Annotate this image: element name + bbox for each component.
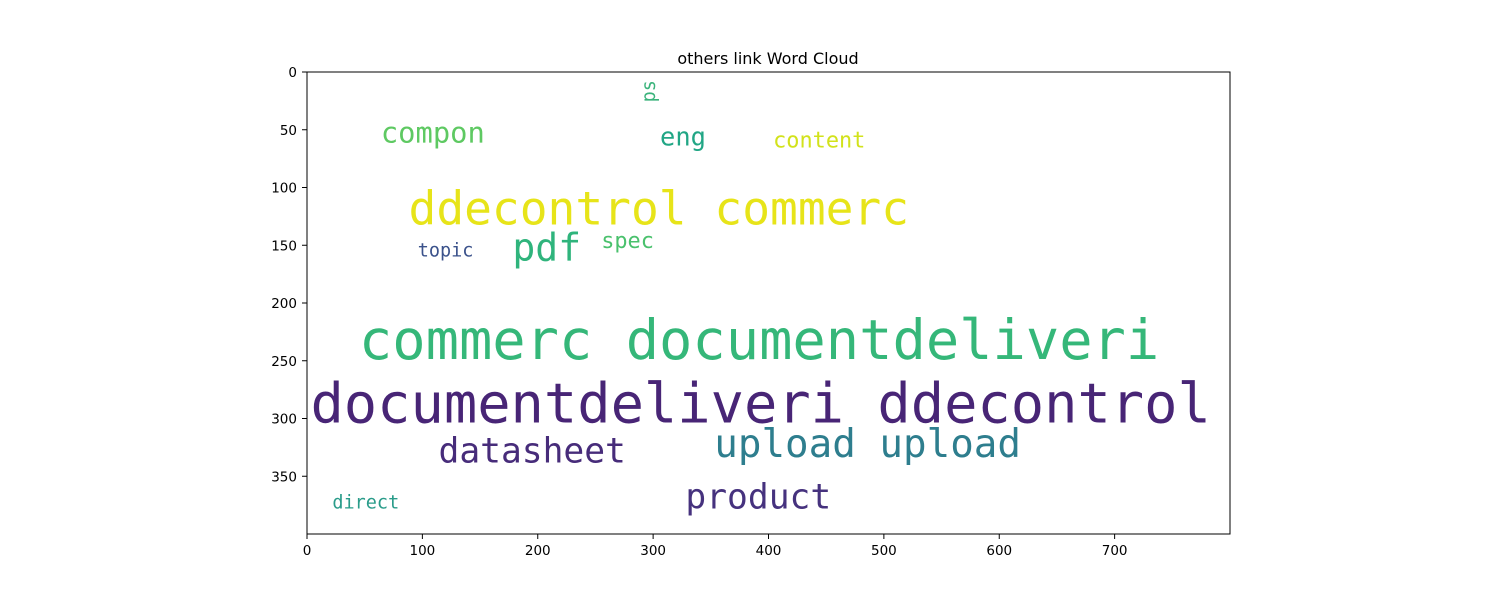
- plot-background: [307, 72, 1230, 534]
- word-ddecontrol-commerc: ddecontrol commerc: [409, 181, 910, 235]
- word-commerc-documentdeliveri: commerc documentdeliveri: [359, 309, 1159, 373]
- word-upload-upload: upload upload: [714, 422, 1021, 467]
- x-tick-label: 300: [640, 543, 666, 559]
- x-axis: 0 100 200 300 400 500 600 700: [303, 534, 1128, 559]
- x-tick-label: 200: [525, 543, 551, 559]
- word-topic: topic: [418, 241, 474, 262]
- y-tick-label: 300: [271, 412, 297, 428]
- y-tick-label: 350: [271, 469, 297, 485]
- y-tick-label: 100: [271, 181, 297, 197]
- y-axis: 0 50 100 150 200 250 300 350: [271, 65, 307, 485]
- word-datasheet: datasheet: [439, 431, 626, 471]
- y-tick-label: 200: [271, 296, 297, 312]
- word-direct: direct: [332, 492, 399, 513]
- x-tick-label: 700: [1102, 543, 1128, 559]
- y-tick-label: 0: [288, 65, 297, 81]
- word-product: product: [685, 478, 831, 518]
- y-tick-label: 50: [280, 123, 297, 139]
- word-documentdeliveri-ddecontrol: documentdeliveri ddecontrol: [310, 372, 1210, 436]
- x-tick-label: 100: [409, 543, 435, 559]
- word-spec: spec: [601, 229, 654, 254]
- x-tick-label: 400: [756, 543, 782, 559]
- x-tick-label: 600: [986, 543, 1012, 559]
- word-eng: eng: [660, 121, 706, 151]
- word-pdf: pdf: [512, 226, 581, 270]
- x-tick-label: 500: [871, 543, 897, 559]
- y-tick-label: 250: [271, 354, 297, 370]
- word-compon: compon: [381, 115, 485, 149]
- chart-title: others link Word Cloud: [677, 49, 858, 68]
- word-ps: ps: [639, 80, 660, 102]
- y-tick-label: 150: [271, 238, 297, 254]
- word-content: content: [773, 128, 865, 153]
- x-tick-label: 0: [303, 543, 312, 559]
